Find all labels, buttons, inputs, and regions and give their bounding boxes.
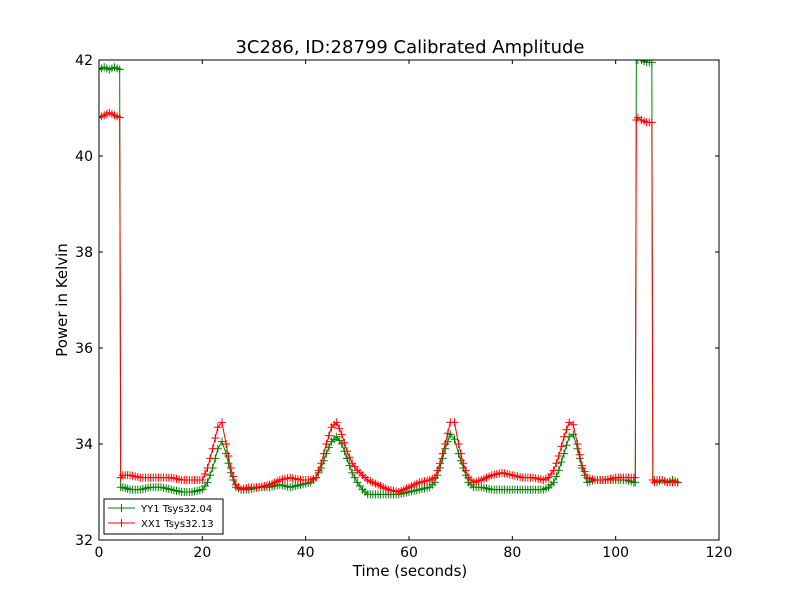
legend-marker [117, 504, 126, 512]
legend-marker [117, 519, 126, 527]
y-axis-label: Power in Kelvin [53, 243, 71, 357]
y-tick-label: 40 [75, 149, 93, 165]
x-tick-label: 100 [602, 545, 629, 561]
y-axis: 32 34 36 38 40 42 [75, 53, 719, 549]
series-markers [99, 108, 682, 496]
series-xx1 [99, 108, 682, 496]
x-tick-label: 120 [706, 545, 733, 561]
x-tick-label: 60 [400, 545, 418, 561]
y-tick-label: 36 [75, 341, 93, 357]
chart-title: 3C286, ID:28799 Calibrated Amplitude [235, 37, 584, 58]
x-axis: 0 20 40 60 80 100 120 [95, 60, 733, 561]
x-tick-label: 0 [95, 545, 104, 561]
series-layer [99, 60, 682, 499]
x-tick-label: 20 [193, 545, 211, 561]
legend-label: YY1 Tsys32.04 [140, 504, 212, 515]
x-tick-label: 40 [297, 545, 315, 561]
legend-box [103, 498, 224, 535]
legend-label: XX1 Tsys32.13 [141, 519, 214, 530]
legend: YY1 Tsys32.04 XX1 Tsys32.13 [103, 498, 224, 535]
y-tick-label: 34 [75, 437, 93, 453]
x-axis-label: Time (seconds) [352, 562, 468, 580]
y-tick-label: 42 [75, 53, 93, 69]
y-tick-label: 38 [75, 245, 93, 261]
x-tick-label: 80 [503, 545, 521, 561]
y-tick-label: 32 [75, 533, 93, 549]
